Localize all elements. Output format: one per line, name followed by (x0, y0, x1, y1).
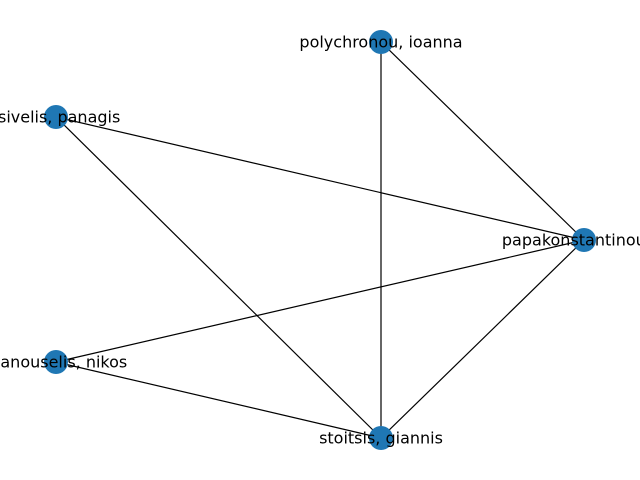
edge-manouselis-papakonstantinou (55, 239, 585, 363)
node-label-stoitsis: stoitsis, giannis (319, 429, 443, 448)
edge-manouselis-stoitsis (55, 361, 382, 439)
node-papakonstantinou (572, 228, 596, 252)
node-label-polychronou: polychronou, ioanna (299, 33, 462, 52)
edges-layer (55, 41, 585, 439)
edge-tsivelis-papakonstantinou (55, 116, 585, 241)
edge-polychronou-papakonstantinou (380, 41, 585, 241)
node-label-manouselis: manouselis, nikos (0, 353, 127, 372)
labels-layer: polychronou, ioanna tsivelis, panagis papa… (0, 33, 640, 448)
edge-papakonstantinou-stoitsis (380, 239, 585, 439)
node-tsivelis (44, 105, 68, 129)
node-polychronou (369, 30, 393, 54)
node-label-papakonstantinou: papakonstantinou, n (502, 231, 640, 250)
nodes-layer (44, 30, 596, 450)
node-manouselis (44, 350, 68, 374)
node-label-tsivelis: tsivelis, panagis (0, 108, 120, 127)
edge-tsivelis-stoitsis (55, 116, 382, 439)
node-stoitsis (369, 426, 393, 450)
